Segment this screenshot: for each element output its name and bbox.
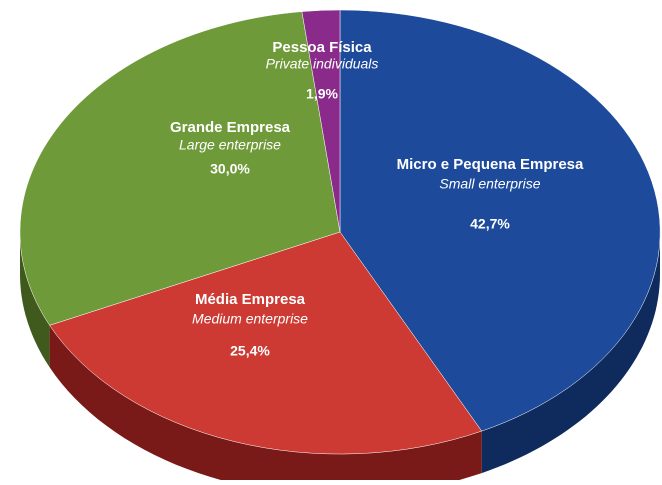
value-label: 25,4% xyxy=(230,343,270,359)
slice xyxy=(49,231,483,455)
slice-side xyxy=(49,325,482,485)
slice-sublabel: Large enterprise xyxy=(179,137,281,153)
slice xyxy=(339,9,661,432)
slice-label: Grande Empresa xyxy=(170,119,291,136)
slice-label: Média Empresa xyxy=(195,291,306,308)
slice-sublabel: Private individuals xyxy=(266,56,379,72)
value-label: 1,9% xyxy=(306,86,338,102)
slice-sublabel: Small enterprise xyxy=(439,176,540,192)
value-label: 42,7% xyxy=(470,216,510,232)
slice-label: Pessoa Física xyxy=(272,39,372,56)
slice-sublabel: Medium enterprise xyxy=(192,311,308,327)
value-label: 30,0% xyxy=(210,161,250,177)
slice xyxy=(19,11,341,326)
slice-label: Micro e Pequena Empresa xyxy=(397,156,584,173)
slice xyxy=(301,9,341,233)
slice-side xyxy=(20,232,50,368)
